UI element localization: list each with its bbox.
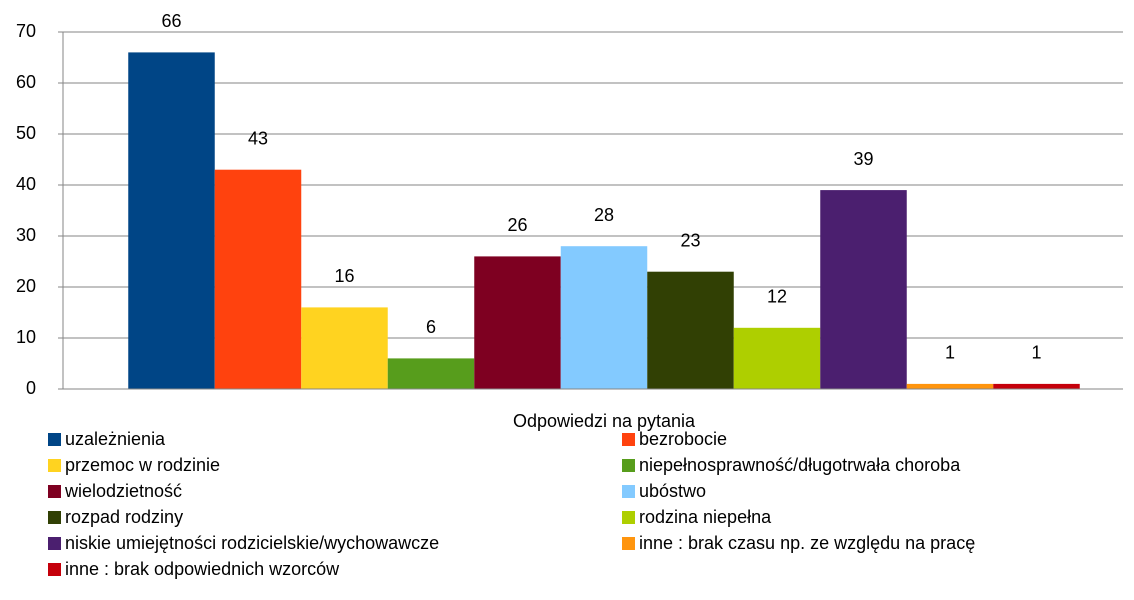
legend-swatch [48,485,61,498]
bar [906,383,994,389]
legend-swatch [48,459,61,472]
bar [560,246,648,389]
data-label: 28 [594,205,614,225]
y-tick-label: 60 [16,72,36,92]
data-label: 66 [161,11,181,31]
y-tick-label: 70 [16,21,36,41]
y-tick-label: 50 [16,123,36,143]
y-tick-label: 40 [16,174,36,194]
legend-label: uzależnienia [65,429,166,449]
legend-swatch [622,511,635,524]
bar [820,190,907,389]
legend-label: niepełnosprawność/długotrwała choroba [639,455,961,475]
data-label: 39 [853,149,873,169]
legend-label: wielodzietność [64,481,182,501]
legend-label: inne : brak czasu np. ze względu na prac… [639,533,975,553]
y-tick-label: 20 [16,276,36,296]
legend-label: inne : brak odpowiednich wzorców [65,559,340,579]
bar [647,271,734,389]
y-tick-label: 10 [16,327,36,347]
legend-label: przemoc w rodzinie [65,455,220,475]
bar [993,383,1080,389]
y-tick-label: 0 [26,378,36,398]
bar [128,52,215,390]
data-label: 23 [680,230,700,250]
bar [474,256,561,389]
y-tick-label: 30 [16,225,36,245]
data-label: 12 [767,287,787,307]
bar [387,358,475,389]
legend-swatch [48,433,61,446]
legend-label: bezrobocie [639,429,727,449]
data-label: 1 [1031,343,1041,363]
legend-swatch [622,433,635,446]
bar [733,327,821,389]
legend-label: rozpad rodziny [65,507,183,527]
x-tick-label: Odpowiedzi na pytania [513,411,696,431]
legend-swatch [622,537,635,550]
legend-label: niskie umiejętności rodzicielskie/wychow… [65,533,439,553]
data-label: 16 [334,266,354,286]
bar [301,307,388,389]
legend-swatch [622,485,635,498]
data-label: 1 [945,343,955,363]
legend-swatch [48,563,61,576]
bar [214,169,302,389]
data-label: 43 [248,128,268,148]
legend-label: rodzina niepełna [639,507,772,527]
legend-label: ubóstwo [639,481,706,501]
legend-swatch [48,511,61,524]
data-label: 6 [426,317,436,337]
legend-swatch [48,537,61,550]
data-label: 26 [507,215,527,235]
legend-swatch [622,459,635,472]
